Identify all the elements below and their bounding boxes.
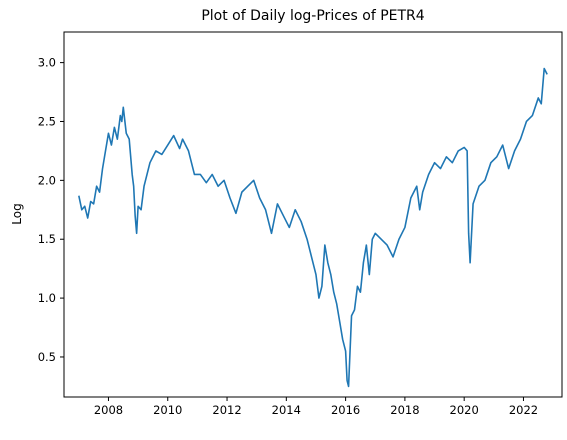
x-tick-label: 2018 xyxy=(390,403,419,417)
chart-title: Plot of Daily log-Prices of PETR4 xyxy=(201,8,424,24)
x-tick-label: 2016 xyxy=(331,403,360,417)
y-tick-label: 1.0 xyxy=(38,291,56,305)
series-line-0 xyxy=(78,67,548,388)
y-tick-label: 2.0 xyxy=(38,173,56,187)
x-tick-label: 2014 xyxy=(272,403,301,417)
y-tick-label: 1.5 xyxy=(38,232,56,246)
x-tick-label: 2010 xyxy=(153,403,182,417)
y-axis-label: Log xyxy=(10,203,24,224)
x-tick-label: 2022 xyxy=(509,403,538,417)
y-tick-label: 2.5 xyxy=(38,114,56,128)
y-tick-label: 3.0 xyxy=(38,56,56,70)
x-tick-label: 2008 xyxy=(94,403,123,417)
y-tick-label: 0.5 xyxy=(38,350,56,364)
x-tick-label: 2012 xyxy=(212,403,241,417)
series-layer xyxy=(78,67,548,388)
plot-area-frame xyxy=(63,31,563,398)
x-tick-label: 2020 xyxy=(450,403,479,417)
tick-layer: 2008 2010 2012 2014 2016 2018 2020 2022 0.5 1.0 1.… xyxy=(38,56,538,417)
